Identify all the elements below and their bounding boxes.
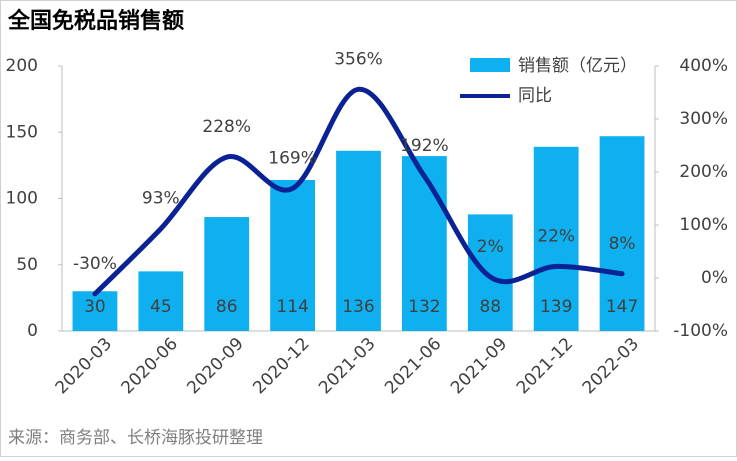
y2-tick-label: 100% [679,215,728,235]
line [92,86,625,297]
bar [138,271,184,331]
y-tick-label: 200 [6,56,38,76]
bar [599,136,645,331]
legend-label: 销售额（亿元） [518,56,637,76]
y2-tick-label: 400% [679,56,728,76]
line-value-label: 228% [202,117,251,137]
line-value-label: 356% [334,49,383,69]
y-tick-label: 50 [16,255,38,275]
line-value-label: 2% [477,237,504,257]
line-value-label: 169% [268,148,317,168]
bar-value-label: 30 [84,297,106,317]
legend-label: 同比 [518,86,552,106]
bar [533,146,579,331]
y-tick-label: 150 [6,122,38,142]
bar-value-label: 88 [479,297,501,317]
line-value-label: 22% [537,226,575,246]
bar [270,179,316,331]
bar [72,291,118,331]
bar-value-label: 132 [408,297,440,317]
bar-value-label: 147 [606,297,638,317]
y2-tick-label: -100% [673,321,728,341]
bar-value-label: 114 [276,297,308,317]
bar-value-label: 86 [216,297,238,317]
bar [336,150,381,331]
chart-title: 全国免税品销售额 [7,8,184,34]
line-value-label: 192% [400,136,449,156]
line-value-label: 93% [142,189,180,209]
y-tick-label: 0 [27,321,38,341]
y2-tick-label: 200% [679,162,728,182]
legend-swatch [470,58,510,72]
bar [204,217,250,331]
y2-tick-label: 0% [701,268,728,288]
bar [401,156,447,331]
y2-tick-label: 300% [679,109,728,129]
line-value-label: -30% [73,254,117,274]
bar-value-label: 136 [342,297,374,317]
source: 来源：商务部、长桥海豚投研整理 [8,428,263,448]
y-tick-label: 100 [6,189,38,209]
line-value-label: 8% [609,234,636,254]
bar-value-label: 139 [540,297,572,317]
bar [467,214,513,331]
bar-value-label: 45 [150,297,172,317]
